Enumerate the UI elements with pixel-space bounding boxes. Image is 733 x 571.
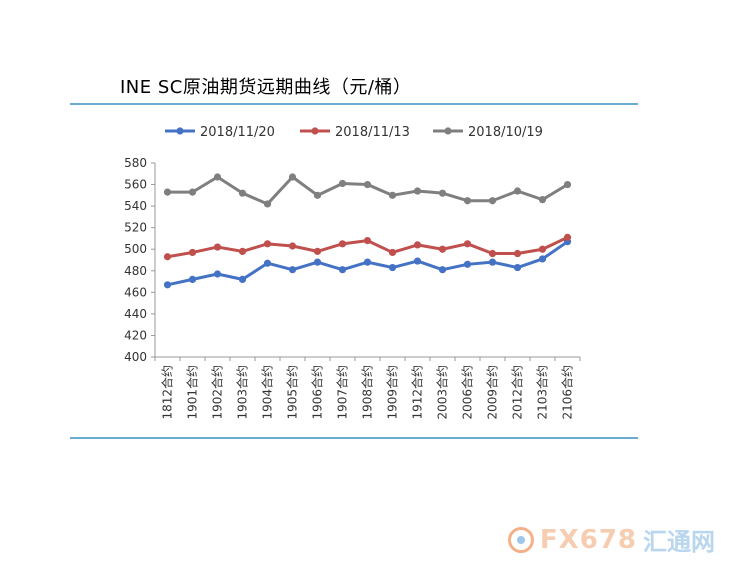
data-point xyxy=(263,259,272,267)
x-tick-label: 2012合约 xyxy=(510,365,525,420)
data-point xyxy=(388,263,397,272)
data-point xyxy=(488,258,497,266)
y-tick-label: 580 xyxy=(124,156,147,170)
legend-marker xyxy=(311,127,319,135)
data-point xyxy=(163,281,172,289)
y-tick-label: 440 xyxy=(124,307,147,321)
data-point xyxy=(413,241,422,249)
data-point xyxy=(263,200,272,208)
data-point xyxy=(288,266,297,274)
data-point xyxy=(413,257,422,265)
data-point xyxy=(188,188,197,196)
data-point xyxy=(188,248,197,257)
data-point xyxy=(538,255,547,263)
chart-title: INE SC原油期货远期曲线（元/桶） xyxy=(120,77,411,98)
data-point xyxy=(163,253,172,261)
data-point xyxy=(463,240,472,248)
data-point xyxy=(438,189,447,197)
x-tick-label: 1907合约 xyxy=(335,365,350,420)
y-tick-label: 560 xyxy=(124,178,147,192)
data-point xyxy=(563,180,572,189)
watermark-text-2: 汇通网 xyxy=(643,528,715,556)
x-tick-label: 1905合约 xyxy=(285,365,300,420)
y-tick-label: 520 xyxy=(124,221,147,235)
x-tick-label: 1904合约 xyxy=(260,365,275,420)
data-point xyxy=(338,240,347,248)
data-point xyxy=(338,179,347,188)
data-point xyxy=(388,191,397,199)
y-tick-label: 540 xyxy=(124,199,147,213)
data-point xyxy=(338,266,347,274)
data-point xyxy=(288,242,297,250)
data-point xyxy=(163,188,172,196)
data-point xyxy=(513,263,522,272)
data-point xyxy=(538,245,547,253)
data-point xyxy=(213,173,222,181)
legend-label: 2018/11/20 xyxy=(200,125,275,140)
data-point xyxy=(313,191,322,199)
data-point xyxy=(388,248,397,257)
x-tick-label: 1812合约 xyxy=(160,365,175,420)
x-tick-label: 2106合约 xyxy=(560,365,575,420)
y-tick-label: 420 xyxy=(124,328,147,342)
data-point xyxy=(363,237,372,245)
x-tick-label: 1906合约 xyxy=(310,365,325,420)
data-point xyxy=(463,197,472,205)
data-point xyxy=(263,240,272,248)
x-tick-label: 2103合约 xyxy=(535,365,550,420)
data-point xyxy=(438,266,447,274)
x-tick-label: 1902合约 xyxy=(210,365,225,420)
data-point xyxy=(413,187,422,195)
x-tick-label: 2003合约 xyxy=(435,365,450,420)
series-group xyxy=(163,173,572,289)
legend-marker xyxy=(444,127,452,135)
data-point xyxy=(513,249,522,258)
data-point xyxy=(513,187,522,195)
data-point xyxy=(463,260,472,268)
data-point xyxy=(488,249,497,258)
data-point xyxy=(363,258,372,266)
legend: 2018/11/20 2018/11/13 2018/10/19 xyxy=(165,125,543,140)
legend-label: 2018/11/13 xyxy=(335,125,410,140)
x-tick-label: 2009合约 xyxy=(485,365,500,420)
data-point xyxy=(313,247,322,255)
data-point xyxy=(238,275,247,283)
watermark: FX678 汇通网 xyxy=(507,522,715,557)
axes: 400 420 440 460 480 500 520 540 560 580 1812合约 1901… xyxy=(124,156,581,420)
x-tick-label: 1912合约 xyxy=(410,365,425,420)
data-point xyxy=(238,247,247,255)
data-point xyxy=(288,173,297,181)
x-tick-label: 2006合约 xyxy=(460,365,475,420)
data-point xyxy=(238,189,247,197)
y-tick-label: 400 xyxy=(124,350,147,364)
y-tick-label: 500 xyxy=(124,242,147,256)
x-tick-label: 1901合约 xyxy=(185,365,200,420)
legend-marker xyxy=(176,127,184,135)
data-point xyxy=(213,270,222,278)
data-point xyxy=(213,243,222,251)
data-point xyxy=(313,258,322,266)
x-tick-label: 1909合约 xyxy=(385,365,400,420)
data-point xyxy=(438,245,447,253)
y-tick-label: 460 xyxy=(124,285,147,299)
data-point xyxy=(563,233,572,241)
fx678-logo-icon xyxy=(507,526,534,553)
data-point xyxy=(188,275,197,283)
data-point xyxy=(363,180,372,189)
data-point xyxy=(488,197,497,205)
data-point xyxy=(538,196,547,204)
x-tick-label: 1903合约 xyxy=(235,365,250,420)
y-tick-label: 480 xyxy=(124,264,147,278)
watermark-text: FX678 xyxy=(539,524,637,555)
legend-label: 2018/10/19 xyxy=(468,125,543,140)
x-tick-label: 1908合约 xyxy=(360,365,375,420)
